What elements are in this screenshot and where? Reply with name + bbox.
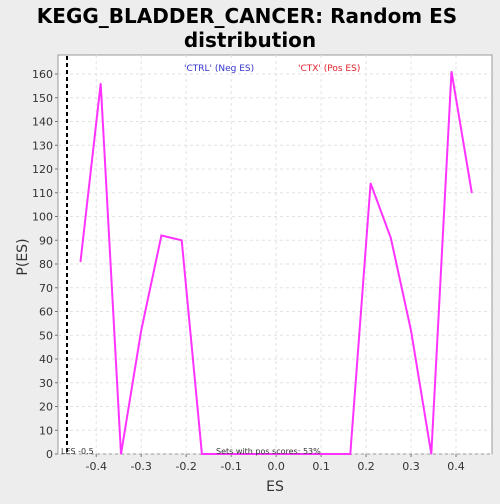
pos-scores-annotation: Sets with pos scores: 53% [216, 447, 321, 456]
data-point [390, 237, 392, 239]
y-tick-label: 70 [39, 282, 53, 295]
plot-area [57, 54, 493, 455]
y-tick-label: 130 [32, 139, 53, 152]
y-tick-label: 140 [32, 116, 53, 129]
x-tick-label: -0.4 [85, 460, 106, 473]
chart-title-line-2: distribution [184, 28, 316, 52]
data-point [410, 329, 412, 332]
y-tick-label: 20 [39, 401, 53, 414]
y-tick-label: 120 [32, 163, 53, 176]
data-point [120, 453, 122, 455]
y-tick-label: 90 [39, 234, 53, 247]
y-tick-label: 40 [39, 353, 53, 366]
data-point [322, 453, 324, 455]
data-point [450, 71, 453, 73]
y-tick-label: 50 [39, 329, 53, 342]
grid [58, 55, 492, 455]
y-tick-label: 150 [32, 92, 53, 105]
x-tick-label: -0.3 [130, 460, 151, 473]
data-point [471, 192, 473, 194]
y-tick-label: 160 [32, 68, 53, 81]
data-point [201, 453, 203, 455]
axes: 0 10 20 30 40 50 60 70 80 90 100 110 120 130 140 150 160… [32, 68, 465, 473]
y-tick-label: 10 [39, 424, 53, 437]
legend-ctx: 'CTX' (Pos ES) [298, 64, 360, 74]
y-tick-label: 30 [39, 377, 53, 390]
y-tick-label: 0 [46, 448, 53, 461]
x-tick-label: 0.1 [312, 460, 330, 473]
data-point [282, 453, 284, 455]
data-point [221, 453, 223, 455]
data-point [430, 453, 432, 455]
data-point [262, 453, 264, 455]
data-point [342, 453, 345, 455]
y-axis-label: P(ES) [15, 238, 31, 275]
x-axis-label: ES [266, 479, 284, 495]
data-point [79, 261, 82, 263]
data-point [349, 453, 351, 455]
y-tick-label: 110 [32, 187, 53, 200]
x-tick-label: 0.2 [357, 460, 375, 473]
marker-line-label: LES -0.5 [61, 447, 94, 456]
data-point [241, 453, 243, 455]
data-point [160, 234, 163, 237]
x-tick-label: 0.4 [447, 460, 465, 473]
x-tick-label: -0.2 [175, 460, 196, 473]
x-tick-label: 0.0 [267, 460, 285, 473]
legend-ctrl: 'CTRL' (Neg ES) [184, 64, 254, 74]
y-tick-label: 60 [39, 306, 53, 319]
x-tick-label: 0.3 [402, 460, 420, 473]
data-point [302, 453, 304, 455]
data-point [369, 182, 372, 184]
chart-title-line-1: KEGG_BLADDER_CANCER: Random ES [37, 4, 457, 28]
y-tick-label: 80 [39, 258, 53, 271]
data-point [140, 329, 142, 332]
y-tick-label: 100 [32, 211, 53, 224]
data-point [181, 239, 183, 241]
x-tick-label: -0.1 [220, 460, 241, 473]
data-point [100, 82, 102, 85]
series [79, 71, 473, 455]
